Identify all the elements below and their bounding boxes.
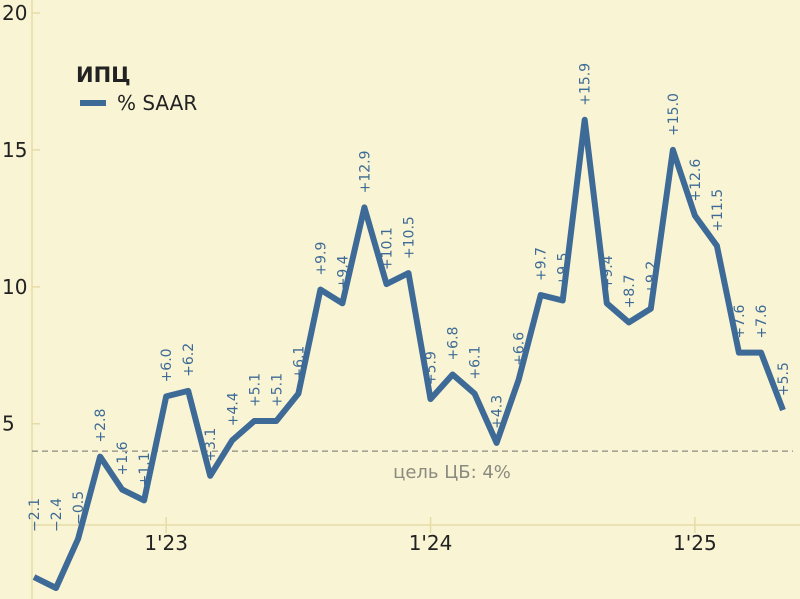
- series-line-saar: [32, 116, 786, 591]
- data-label: +2.8: [93, 409, 109, 443]
- data-label: +11.5: [710, 189, 726, 232]
- data-label: +15.9: [578, 63, 594, 106]
- data-label: +12.6: [688, 159, 704, 202]
- data-label: +6.0: [159, 348, 175, 382]
- data-label: +6.8: [446, 327, 462, 361]
- data-label: −0.5: [71, 491, 87, 525]
- data-label: +4.3: [490, 395, 506, 429]
- data-label: +5.5: [776, 362, 792, 396]
- data-label: +1.6: [115, 441, 131, 475]
- data-label: +7.6: [754, 305, 770, 339]
- data-label: +4.4: [225, 392, 241, 426]
- data-label: +9.4: [335, 255, 351, 289]
- data-label: +5.1: [269, 373, 285, 407]
- data-label: +5.1: [247, 373, 263, 407]
- data-label: +7.6: [732, 304, 748, 338]
- x-tick-label: 1'25: [673, 531, 717, 555]
- data-label: +12.9: [357, 150, 373, 193]
- y-tick-label: 10: [2, 275, 27, 299]
- data-label: +8.7: [622, 274, 638, 308]
- data-labels: −2.1 −2.4 −0.5 +2.8 +1.6 +1.1 +6.0 +6.2 +3.1 +4.4…: [27, 63, 792, 532]
- data-label: +6.6: [512, 332, 528, 366]
- data-label: +9.2: [644, 261, 660, 295]
- legend: ИПЦ % SAAR: [76, 63, 197, 115]
- data-label: +9.9: [313, 242, 329, 276]
- data-label: +9.4: [600, 255, 616, 289]
- data-label: +15.0: [666, 93, 682, 136]
- data-label: +9.5: [556, 252, 572, 286]
- data-label: +5.9: [424, 351, 440, 385]
- y-tick-label: 20: [2, 1, 27, 25]
- legend-label: % SAAR: [117, 91, 197, 115]
- data-label: −2.4: [49, 498, 65, 532]
- target-label: цель ЦБ: 4%: [393, 462, 511, 483]
- data-label: +10.5: [402, 216, 418, 259]
- series-group: [32, 116, 786, 591]
- y-tick-label: 5: [2, 412, 15, 436]
- data-label: +10.1: [379, 227, 395, 270]
- data-label: +6.1: [468, 346, 484, 380]
- data-label: +3.1: [203, 428, 219, 462]
- x-tick-label: 1'23: [144, 531, 188, 555]
- legend-title: ИПЦ: [76, 63, 131, 87]
- data-label: −2.1: [27, 498, 43, 532]
- data-label: +9.7: [534, 247, 550, 281]
- target-line-group: цель ЦБ: 4%: [32, 450, 793, 483]
- y-tick-label: 15: [2, 138, 27, 162]
- x-tick-label: 1'24: [409, 531, 453, 555]
- data-label: +6.2: [181, 343, 197, 377]
- data-label: +6.1: [291, 346, 307, 380]
- data-label: +1.1: [137, 452, 153, 486]
